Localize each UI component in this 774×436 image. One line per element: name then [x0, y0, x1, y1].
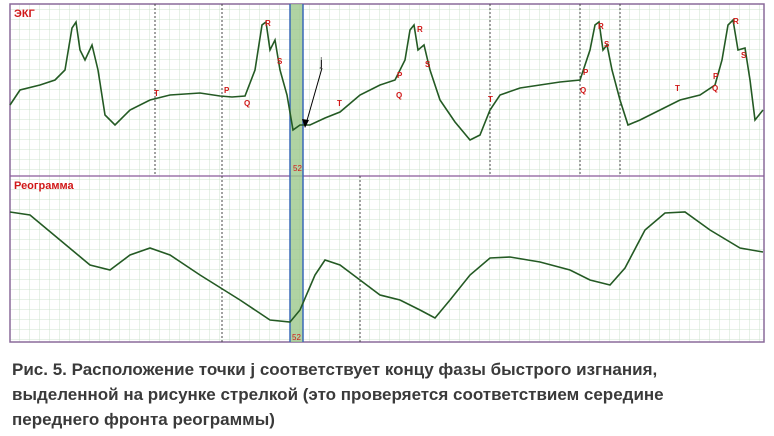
panel-label: Реограмма	[14, 180, 74, 192]
panel-label: ЭКГ	[14, 8, 36, 20]
point-label: R	[417, 25, 423, 34]
highlight-band	[290, 4, 303, 342]
point-label: Q	[244, 99, 250, 108]
marker-label: 52	[293, 164, 302, 173]
point-label: P	[224, 86, 230, 95]
point-label: S	[425, 60, 431, 69]
point-label: P	[713, 72, 719, 81]
point-label: Q	[580, 86, 586, 95]
dashed-lines	[154, 4, 621, 342]
grid	[9, 3, 765, 343]
caption-line: Рис. 5. Расположение точки j соответству…	[12, 360, 658, 379]
point-label: S	[741, 51, 747, 60]
marker-label: 52	[292, 333, 301, 342]
point-label: R	[265, 19, 271, 28]
point-label: Q	[396, 91, 402, 100]
point-label: P	[397, 71, 403, 80]
caption-line: переднего фронта реограммы)	[12, 410, 275, 429]
ecg-trace	[9, 18, 764, 141]
point-label: R	[598, 22, 604, 31]
figure: ЭКГ Реограмма 52 52 T P Q R S j T P Q R …	[9, 3, 765, 343]
point-label: P	[583, 68, 589, 77]
point-label: T	[337, 99, 342, 108]
arrow	[305, 67, 323, 125]
point-label: T	[154, 89, 159, 98]
point-label: T	[488, 95, 493, 104]
caption-line: выделенной на рисунке стрелкой (это пров…	[12, 385, 664, 404]
point-label: S	[277, 57, 283, 66]
point-label: j	[319, 55, 323, 69]
point-label: S	[604, 40, 610, 49]
point-label: T	[675, 84, 680, 93]
arrow-head	[302, 119, 309, 128]
rheogram-trace	[9, 211, 764, 323]
point-label: R	[733, 17, 739, 26]
point-label: Q	[712, 84, 718, 93]
